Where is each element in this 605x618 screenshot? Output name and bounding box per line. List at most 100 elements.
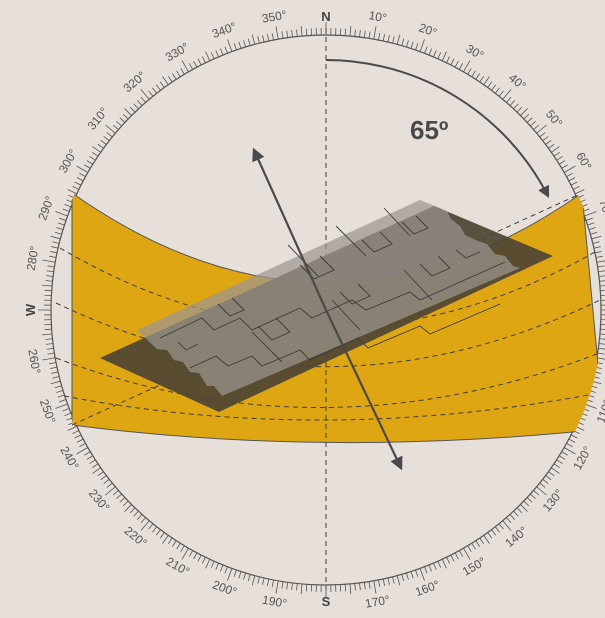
- degree-tick: [355, 30, 356, 37]
- degree-label: 250°: [37, 397, 59, 425]
- degree-tick: [194, 553, 197, 559]
- degree-label: 20°: [417, 20, 439, 39]
- degree-tick: [267, 579, 268, 586]
- degree-tick: [598, 266, 605, 267]
- degree-tick: [202, 57, 205, 63]
- degree-label: 70°: [596, 197, 605, 219]
- degree-tick: [234, 43, 236, 50]
- degree-tick: [594, 247, 601, 249]
- degree-tick: [488, 532, 492, 538]
- degree-label: 200°: [211, 577, 239, 599]
- degree-tick: [182, 61, 189, 72]
- degree-tick: [350, 584, 351, 594]
- degree-tick: [514, 104, 519, 109]
- degree-tick: [63, 209, 70, 212]
- degree-tick: [455, 61, 458, 67]
- degree-tick: [228, 39, 232, 51]
- degree-label: 60°: [573, 150, 594, 173]
- degree-tick: [160, 82, 164, 88]
- degree-tick: [120, 118, 125, 123]
- degree-tick: [244, 573, 246, 580]
- degree-tick: [220, 565, 223, 571]
- degree-tick: [116, 121, 121, 126]
- degree-tick: [211, 52, 214, 58]
- degree-tick: [49, 362, 56, 363]
- degree-tick: [51, 372, 58, 374]
- degree-tick: [105, 125, 115, 133]
- degree-tick: [402, 39, 404, 46]
- degree-tick: [451, 555, 454, 561]
- degree-tick: [93, 468, 101, 474]
- degree-tick: [573, 186, 579, 189]
- degree-tick: [464, 61, 471, 72]
- degree-tick: [543, 136, 549, 140]
- degree-tick: [93, 147, 101, 153]
- degree-tick: [406, 573, 408, 580]
- degree-label: 300°: [56, 147, 81, 176]
- degree-tick: [540, 133, 545, 137]
- degree-tick: [282, 31, 283, 38]
- degree-tick: [77, 448, 88, 455]
- degree-tick: [364, 31, 365, 38]
- degree-tick: [65, 413, 71, 416]
- degree-tick: [530, 121, 535, 126]
- degree-tick: [393, 577, 395, 584]
- degree-tick: [420, 39, 424, 51]
- degree-tick: [569, 178, 575, 181]
- degree-tick: [46, 344, 53, 345]
- degree-tick: [202, 557, 205, 563]
- degree-tick: [172, 541, 176, 547]
- degree-tick: [598, 348, 605, 349]
- degree-tick: [597, 358, 605, 360]
- degree-tick: [488, 82, 492, 88]
- degree-tick: [571, 182, 577, 185]
- degree-tick: [492, 85, 496, 91]
- degree-tick: [554, 464, 560, 468]
- degree-tick: [113, 125, 118, 130]
- degree-tick: [425, 567, 428, 574]
- degree-tick: [393, 36, 395, 43]
- degree-tick: [206, 52, 210, 61]
- degree-tick: [130, 107, 135, 112]
- degree-tick: [276, 26, 278, 39]
- degree-tick: [73, 431, 79, 434]
- degree-tick: [383, 579, 384, 586]
- degree-tick: [59, 218, 66, 220]
- degree-tick: [540, 483, 545, 487]
- degree-tick: [92, 464, 98, 468]
- degree-tick: [47, 353, 54, 354]
- degree-tick: [433, 50, 436, 56]
- degree-tick: [527, 118, 532, 123]
- degree-tick: [383, 34, 384, 41]
- degree-tick: [297, 583, 298, 590]
- degree-tick: [258, 36, 260, 43]
- degree-tick: [168, 76, 172, 82]
- degree-tick: [537, 125, 547, 133]
- degree-tick: [220, 49, 223, 55]
- degree-tick: [68, 190, 77, 194]
- degree-tick: [263, 35, 265, 42]
- degree-tick: [104, 136, 110, 140]
- degree-tick: [42, 358, 55, 360]
- degree-tick: [113, 490, 118, 495]
- degree-tick: [272, 580, 273, 587]
- degree-tick: [599, 339, 605, 340]
- degree-tick: [459, 63, 462, 69]
- degree-tick: [517, 508, 522, 513]
- degree-tick: [216, 563, 219, 569]
- degree-tick: [559, 161, 565, 165]
- degree-tick: [468, 68, 472, 74]
- degree-tick: [107, 133, 112, 137]
- degree-tick: [123, 501, 128, 506]
- degree-tick: [73, 186, 79, 189]
- degree-tick: [263, 578, 265, 585]
- degree-tick: [79, 443, 85, 446]
- degree-tick: [130, 508, 135, 513]
- degree-tick: [492, 530, 496, 536]
- degree-tick: [433, 563, 436, 569]
- degree-tick: [239, 42, 241, 49]
- degree-tick: [56, 390, 63, 392]
- degree-tick: [228, 568, 232, 580]
- degree-tick: [557, 156, 563, 160]
- degree-tick: [234, 570, 236, 577]
